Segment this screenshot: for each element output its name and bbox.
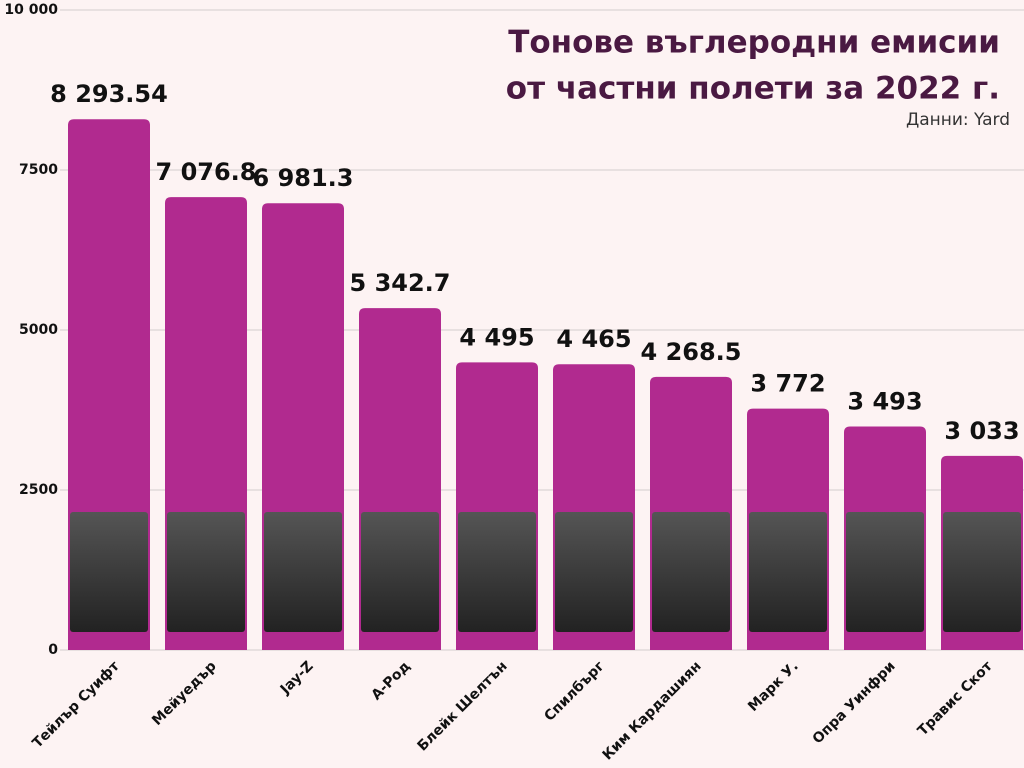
value-label: 4 268.5 bbox=[641, 338, 742, 366]
value-label: 5 342.7 bbox=[350, 269, 451, 297]
value-label: 6 981.3 bbox=[253, 164, 354, 192]
value-label: 4 465 bbox=[556, 325, 631, 353]
source: Данни: Yard bbox=[906, 110, 1010, 130]
y-tick-label: 10 000 bbox=[4, 2, 58, 18]
photo bbox=[749, 512, 827, 632]
chart-title: Тонове въглеродни емисии bbox=[508, 25, 1000, 61]
photo bbox=[555, 512, 633, 632]
value-label: 3 772 bbox=[750, 370, 825, 398]
value-label: 3 033 bbox=[944, 417, 1019, 445]
y-tick-label: 2500 bbox=[19, 482, 58, 498]
value-label: 4 495 bbox=[459, 323, 534, 351]
y-tick-label: 5000 bbox=[19, 322, 58, 338]
y-tick-label: 0 bbox=[48, 642, 58, 658]
photo bbox=[264, 512, 342, 632]
photo bbox=[846, 512, 924, 632]
photo bbox=[943, 512, 1021, 632]
value-label: 8 293.54 bbox=[50, 80, 168, 108]
photo bbox=[70, 512, 148, 632]
photo bbox=[458, 512, 536, 632]
y-tick-label: 7500 bbox=[19, 162, 58, 178]
photo bbox=[167, 512, 245, 632]
value-label: 3 493 bbox=[847, 387, 922, 415]
photo bbox=[361, 512, 439, 632]
chart-title: от частни полети за 2022 г. bbox=[506, 71, 1000, 107]
photo bbox=[652, 512, 730, 632]
value-label: 7 076.8 bbox=[156, 158, 257, 186]
